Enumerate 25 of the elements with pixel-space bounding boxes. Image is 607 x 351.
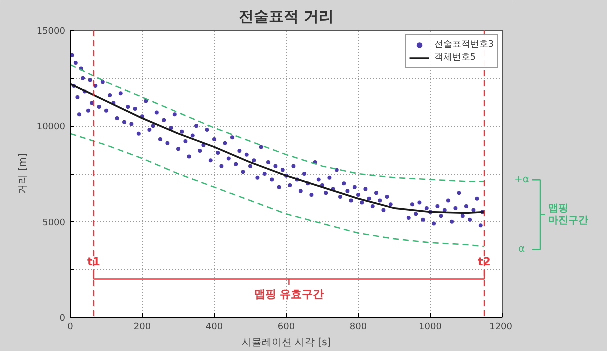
x-tick-label: 200 bbox=[134, 322, 152, 332]
x-tick-label: 1000 bbox=[419, 322, 442, 332]
legend-label: 전술표적번호3 bbox=[434, 39, 494, 51]
x-tick-label: 0 bbox=[68, 322, 74, 332]
legend-label: 객체번호5 bbox=[434, 52, 476, 64]
line-series bbox=[70, 133, 486, 248]
y-tick-label: 10000 bbox=[36, 122, 66, 133]
text: +α bbox=[514, 174, 530, 186]
chart-title: 전술표적 거리 bbox=[238, 8, 334, 26]
y-axis-title: 거리 [m] bbox=[18, 154, 29, 194]
line-series bbox=[70, 64, 486, 182]
annotation: 맵핑 유효구간 bbox=[254, 288, 324, 302]
line-series bbox=[70, 83, 486, 214]
annotation: t2 bbox=[478, 256, 491, 269]
x-tick-label: 800 bbox=[350, 322, 368, 332]
y-tick-label: 0 bbox=[60, 314, 66, 324]
text: 맵핑 마진구간 bbox=[548, 203, 588, 226]
x-axis-title: 시뮬레이션 시각 [s] bbox=[242, 338, 332, 348]
y-tick-label: 5000 bbox=[42, 218, 66, 228]
x-tick-label: 400 bbox=[206, 322, 224, 332]
text: α bbox=[518, 244, 526, 256]
annotation: t1 bbox=[87, 256, 100, 269]
x-tick-label: 600 bbox=[278, 322, 296, 332]
x-tick-label: 1200 bbox=[490, 322, 513, 332]
y-tick-label: 15000 bbox=[36, 27, 66, 37]
